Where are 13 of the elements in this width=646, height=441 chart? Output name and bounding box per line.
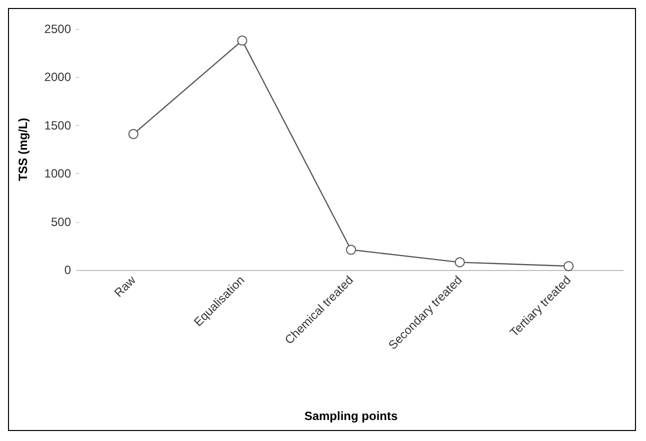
y-tick-label: 2500	[44, 22, 72, 36]
y-tick-label: 500	[50, 214, 72, 229]
point	[237, 36, 248, 46]
y-tick-label: 2000	[44, 70, 72, 84]
point	[564, 261, 574, 272]
y-tick-label: 0	[64, 263, 72, 277]
y-tick-label: 1000	[44, 166, 72, 181]
y-axis-title: TSS (mg/L)	[16, 118, 30, 182]
x-axis-title: Sampling points	[304, 409, 398, 423]
point	[128, 129, 138, 140]
point	[346, 244, 356, 255]
point	[454, 257, 465, 268]
y-tick-label: 1500	[44, 118, 72, 132]
